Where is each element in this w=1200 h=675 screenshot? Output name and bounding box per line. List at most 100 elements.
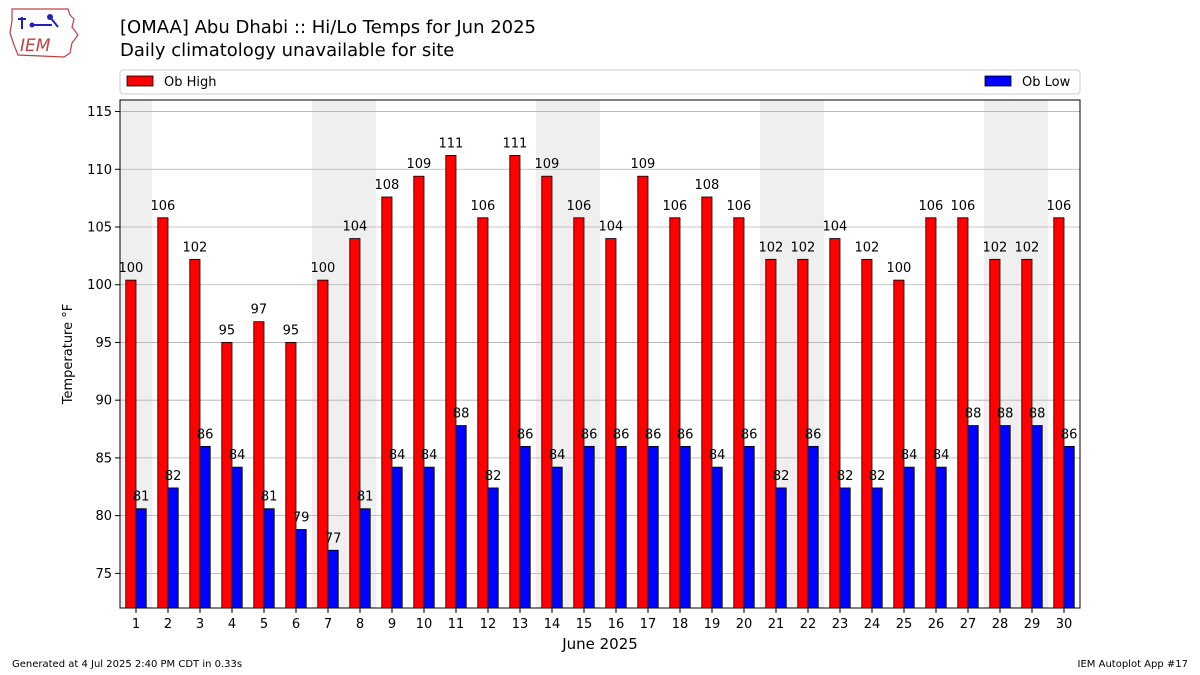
x-tick-label-11: 11 bbox=[448, 617, 465, 632]
value-label-low-day-23: 82 bbox=[837, 469, 854, 484]
x-tick-label-1: 1 bbox=[132, 617, 140, 632]
value-label-low-day-21: 82 bbox=[773, 469, 790, 484]
x-tick-label-13: 13 bbox=[512, 617, 529, 632]
y-tick-label-95: 95 bbox=[95, 336, 112, 351]
legend: Ob High Ob Low bbox=[119, 69, 1081, 95]
bar-low-day-8 bbox=[359, 508, 371, 609]
legend-label-ob-low: Ob Low bbox=[1022, 75, 1071, 90]
x-tick-label-17: 17 bbox=[640, 617, 657, 632]
x-tick-label-7: 7 bbox=[324, 617, 332, 632]
x-tick-label-2: 2 bbox=[164, 617, 172, 632]
x-tick-label-8: 8 bbox=[356, 617, 364, 632]
bar-low-day-25 bbox=[903, 466, 915, 609]
x-tick-label-6: 6 bbox=[292, 617, 300, 632]
bar-low-day-19 bbox=[711, 466, 723, 609]
value-label-low-day-19: 84 bbox=[709, 448, 726, 463]
bar-high-day-4 bbox=[221, 342, 233, 609]
bar-high-day-5 bbox=[253, 321, 265, 609]
bar-low-day-14 bbox=[551, 466, 563, 609]
bar-low-day-9 bbox=[391, 466, 403, 609]
value-label-high-day-20: 106 bbox=[726, 199, 751, 214]
bar-high-day-30 bbox=[1053, 217, 1065, 609]
value-label-high-day-5: 97 bbox=[251, 303, 268, 318]
generated-timestamp: Generated at 4 Jul 2025 2:40 PM CDT in 0… bbox=[12, 659, 243, 670]
y-tick-label-80: 80 bbox=[95, 509, 112, 524]
bar-low-day-26 bbox=[935, 466, 947, 609]
bar-low-day-27 bbox=[967, 425, 979, 609]
y-tick-label-75: 75 bbox=[95, 567, 112, 582]
bar-low-day-28 bbox=[999, 425, 1011, 609]
value-label-high-day-24: 102 bbox=[854, 240, 879, 255]
value-label-low-day-12: 82 bbox=[485, 469, 502, 484]
y-tick-label-105: 105 bbox=[87, 221, 112, 236]
bar-high-day-28 bbox=[989, 258, 1001, 609]
bar-high-day-12 bbox=[477, 217, 489, 609]
bar-high-day-21 bbox=[765, 258, 777, 609]
bar-low-day-6 bbox=[295, 529, 307, 609]
bar-low-day-16 bbox=[615, 445, 627, 609]
legend-swatch-ob-high bbox=[126, 75, 154, 87]
x-tick-label-24: 24 bbox=[864, 617, 881, 632]
value-label-low-day-5: 81 bbox=[261, 490, 278, 505]
y-tick-label-110: 110 bbox=[87, 163, 112, 178]
bar-low-day-29 bbox=[1031, 425, 1043, 609]
x-axis-label: June 2025 bbox=[561, 635, 638, 653]
value-label-low-day-3: 86 bbox=[197, 427, 214, 442]
bar-low-day-4 bbox=[231, 466, 243, 609]
value-label-high-day-23: 104 bbox=[822, 220, 847, 235]
value-label-high-day-16: 104 bbox=[598, 220, 623, 235]
value-label-low-day-2: 82 bbox=[165, 469, 182, 484]
bar-high-day-26 bbox=[925, 217, 937, 609]
bar-high-day-23 bbox=[829, 238, 841, 609]
y-tick-label-90: 90 bbox=[95, 394, 112, 409]
value-label-low-day-9: 84 bbox=[389, 448, 406, 463]
y-tick-label-115: 115 bbox=[87, 105, 112, 120]
iem-logo: IEM bbox=[9, 8, 79, 58]
y-tick-label-85: 85 bbox=[95, 451, 112, 466]
value-label-high-day-27: 106 bbox=[950, 199, 975, 214]
x-tick-label-16: 16 bbox=[608, 617, 625, 632]
value-label-low-day-27: 88 bbox=[965, 407, 982, 422]
x-tick-label-26: 26 bbox=[928, 617, 945, 632]
value-label-high-day-6: 95 bbox=[283, 323, 300, 338]
x-tick-label-19: 19 bbox=[704, 617, 721, 632]
bar-low-day-24 bbox=[871, 487, 883, 609]
bar-high-day-25 bbox=[893, 279, 905, 609]
bar-low-day-22 bbox=[807, 445, 819, 609]
value-label-high-day-10: 109 bbox=[406, 157, 431, 172]
app-id: IEM Autoplot App #17 bbox=[1077, 659, 1188, 670]
bar-low-day-30 bbox=[1063, 445, 1075, 609]
value-label-high-day-1: 100 bbox=[118, 261, 143, 276]
value-label-low-day-1: 81 bbox=[133, 490, 150, 505]
bar-low-day-13 bbox=[519, 445, 531, 609]
value-label-high-day-2: 106 bbox=[150, 199, 175, 214]
value-label-low-day-14: 84 bbox=[549, 448, 566, 463]
value-label-high-day-17: 109 bbox=[630, 157, 655, 172]
bar-low-day-20 bbox=[743, 445, 755, 609]
bar-high-day-6 bbox=[285, 342, 297, 609]
value-label-low-day-18: 86 bbox=[677, 427, 694, 442]
value-label-low-day-20: 86 bbox=[741, 427, 758, 442]
value-label-high-day-15: 106 bbox=[566, 199, 591, 214]
bar-low-day-21 bbox=[775, 487, 787, 609]
bar-high-day-16 bbox=[605, 238, 617, 609]
value-label-high-day-7: 100 bbox=[310, 261, 335, 276]
bar-high-day-9 bbox=[381, 196, 393, 609]
value-label-low-day-28: 88 bbox=[997, 407, 1014, 422]
value-label-high-day-14: 109 bbox=[534, 157, 559, 172]
bar-low-day-15 bbox=[583, 445, 595, 609]
value-label-low-day-13: 86 bbox=[517, 427, 534, 442]
value-label-low-day-30: 86 bbox=[1061, 427, 1078, 442]
x-tick-label-22: 22 bbox=[800, 617, 817, 632]
value-label-high-day-4: 95 bbox=[219, 323, 236, 338]
bar-low-day-2 bbox=[167, 487, 179, 609]
value-label-high-day-25: 100 bbox=[886, 261, 911, 276]
value-label-high-day-18: 106 bbox=[662, 199, 687, 214]
bar-high-day-11 bbox=[445, 155, 457, 609]
value-label-high-day-28: 102 bbox=[982, 240, 1007, 255]
bar-low-day-5 bbox=[263, 508, 275, 609]
x-tick-label-9: 9 bbox=[388, 617, 396, 632]
x-tick-label-4: 4 bbox=[228, 617, 236, 632]
x-tick-label-12: 12 bbox=[480, 617, 497, 632]
